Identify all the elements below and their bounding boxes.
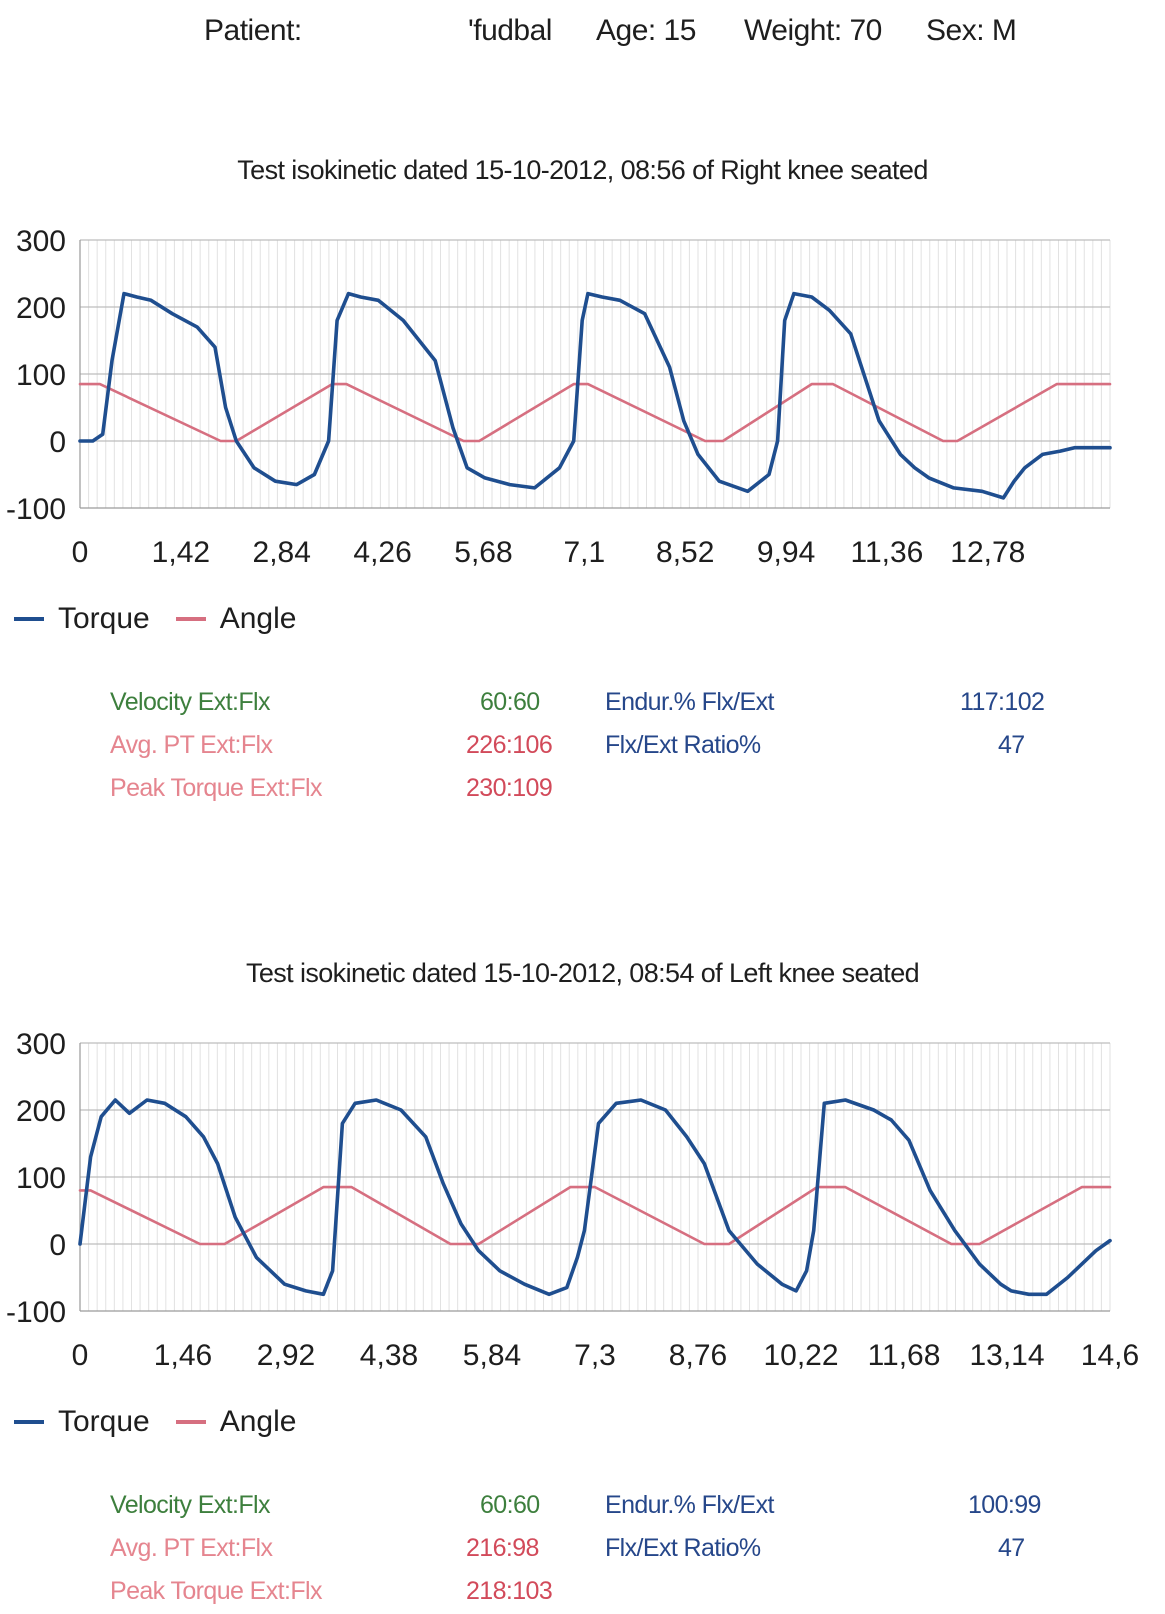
x-tick-label: 12,78 <box>950 536 1025 569</box>
x-tick-label: 13,14 <box>969 1339 1044 1372</box>
x-tick-label: 7,3 <box>574 1339 616 1372</box>
velocity-value: 60:60 <box>480 688 540 716</box>
y-tick-label: -100 <box>6 1296 66 1329</box>
torque-legend-swatch <box>14 1420 44 1424</box>
ratio-value: 47 <box>998 731 1025 759</box>
x-tick-label: 11,36 <box>851 536 924 569</box>
patient-label: Patient: <box>204 14 302 47</box>
y-tick-label: 100 <box>16 1162 66 1195</box>
velocity-label: Velocity Ext:Flx <box>110 1491 271 1519</box>
x-tick-label: 1,42 <box>152 536 210 569</box>
peak-torque-label: Peak Torque Ext:Flx <box>110 774 322 802</box>
y-tick-label: 300 <box>16 1028 66 1061</box>
patient-age: Age: 15 <box>596 14 696 47</box>
x-tick-label: 2,92 <box>257 1339 315 1372</box>
avg-pt-label: Avg. PT Ext:Flx <box>110 731 273 759</box>
angle-series-line <box>78 382 1112 443</box>
y-tick-label: 200 <box>16 1095 66 1128</box>
angle-legend-swatch <box>175 1420 206 1424</box>
legend-right-knee: Torque Angle <box>14 602 322 636</box>
torque-series-line <box>78 1098 1112 1297</box>
x-tick-label: 5,68 <box>454 536 512 569</box>
x-tick-label: 8,76 <box>669 1339 727 1372</box>
x-tick-label: 10,22 <box>763 1339 838 1372</box>
y-tick-label: 0 <box>49 426 66 459</box>
avg-pt-label: Avg. PT Ext:Flx <box>110 1534 273 1562</box>
x-tick-label: 9,94 <box>757 536 815 569</box>
patient-weight: Weight: 70 <box>744 14 882 47</box>
patient-sex: Sex: M <box>926 14 1017 47</box>
x-tick-label: 0 <box>72 1339 89 1372</box>
x-tick-label: 8,52 <box>656 536 714 569</box>
angle-legend-label: Angle <box>219 602 297 635</box>
legend-left-knee: Torque Angle <box>14 1405 322 1439</box>
torque-legend-label: Torque <box>58 1405 150 1438</box>
avg-pt-value: 216:98 <box>466 1534 539 1562</box>
x-tick-label: 5,84 <box>463 1339 521 1372</box>
torque-legend-label: Torque <box>58 602 150 635</box>
torque-series-line <box>78 291 1112 500</box>
endurance-label: Endur.% Flx/Ext <box>605 688 774 716</box>
y-tick-label: 300 <box>16 225 66 258</box>
x-tick-label: 2,84 <box>253 536 311 569</box>
ratio-label: Flx/Ext Ratio% <box>605 1534 761 1562</box>
x-tick-label: 11,68 <box>868 1339 941 1372</box>
ratio-label: Flx/Ext Ratio% <box>605 731 761 759</box>
grid-lines <box>79 1042 1111 1312</box>
x-tick-label: 7,1 <box>563 536 605 569</box>
y-tick-label: 200 <box>16 292 66 325</box>
avg-pt-value: 226:106 <box>466 731 553 759</box>
y-tick-label: 0 <box>49 1229 66 1262</box>
x-tick-label: 14,6 <box>1081 1339 1139 1372</box>
endurance-label: Endur.% Flx/Ext <box>605 1491 774 1519</box>
grid-lines <box>79 239 1111 509</box>
x-tick-label: 0 <box>72 536 89 569</box>
peak-torque-value: 218:103 <box>466 1577 553 1605</box>
velocity-value: 60:60 <box>480 1491 540 1519</box>
chart-title-left-knee: Test isokinetic dated 15-10-2012, 08:54 … <box>245 958 920 988</box>
peak-torque-label: Peak Torque Ext:Flx <box>110 1577 322 1605</box>
endurance-value: 100:99 <box>968 1491 1041 1519</box>
endurance-value: 117:102 <box>960 688 1045 716</box>
angle-series-line <box>78 1185 1112 1246</box>
peak-torque-value: 230:109 <box>466 774 553 802</box>
torque-legend-swatch <box>14 617 44 621</box>
y-tick-label: -100 <box>6 493 66 526</box>
patient-name: 'fudbal <box>468 14 552 47</box>
y-tick-label: 100 <box>16 359 66 392</box>
angle-legend-label: Angle <box>219 1405 297 1438</box>
x-tick-label: 1,46 <box>154 1339 212 1372</box>
angle-legend-swatch <box>175 617 206 621</box>
x-tick-label: 4,38 <box>360 1339 418 1372</box>
x-tick-label: 4,26 <box>353 536 411 569</box>
velocity-label: Velocity Ext:Flx <box>110 688 271 716</box>
chart-title-right-knee: Test isokinetic dated 15-10-2012, 08:56 … <box>237 155 928 185</box>
ratio-value: 47 <box>998 1534 1025 1562</box>
